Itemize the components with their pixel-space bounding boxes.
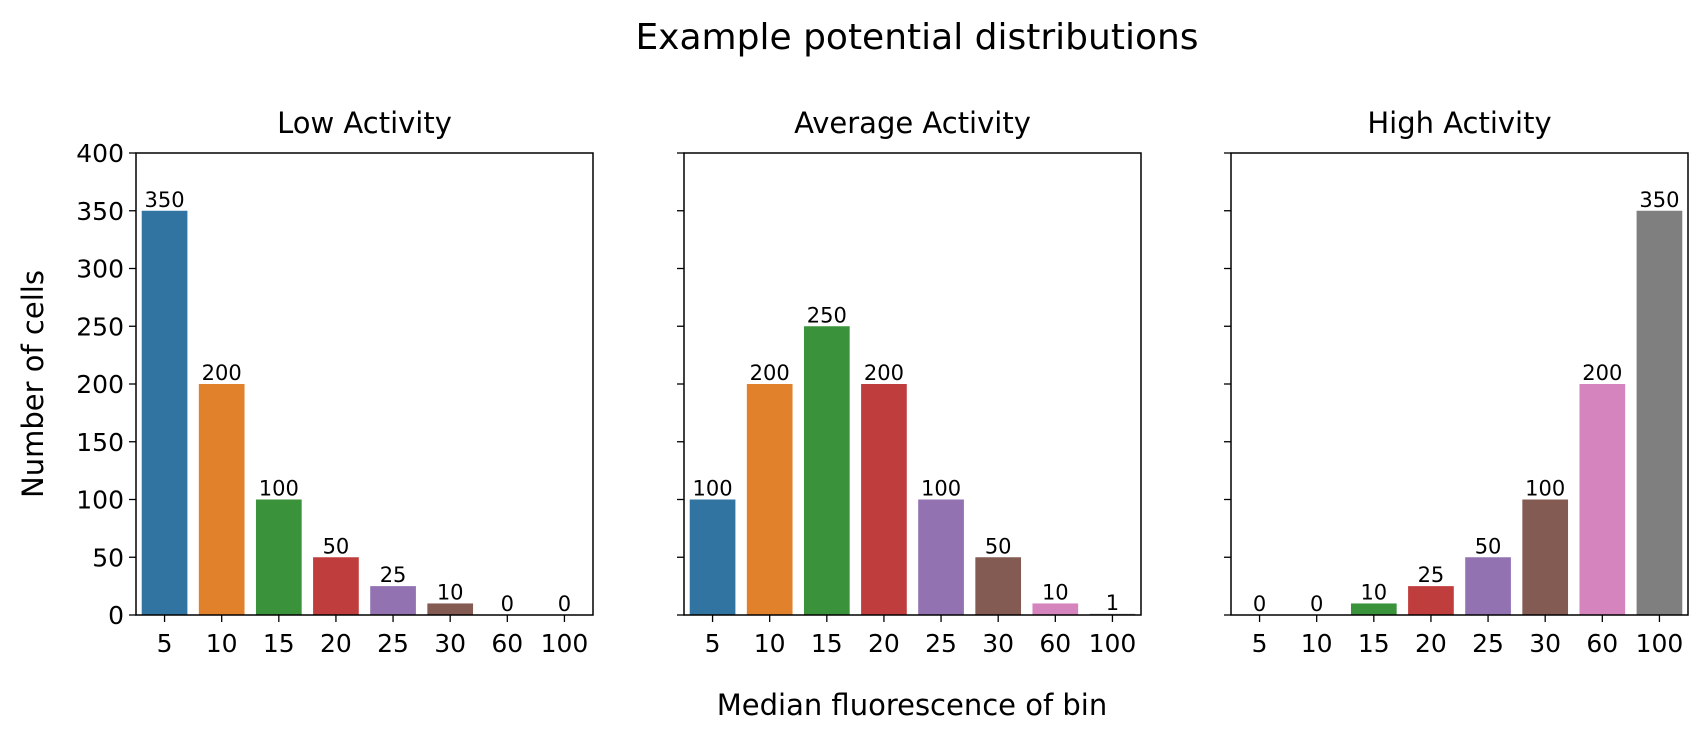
chart-panel-3: High Activity050101015252050251003020060… (1224, 106, 1689, 658)
bar-60 (1579, 384, 1626, 615)
x-tick-label: 10 (206, 629, 238, 658)
x-tick-label: 15 (1358, 629, 1390, 658)
data-label: 350 (1639, 188, 1679, 212)
y-tick-label: 150 (76, 428, 124, 457)
y-tick-label: 250 (76, 312, 124, 341)
x-tick-label: 100 (1636, 629, 1684, 658)
chart-panel-1: Low Activity3505200101001550202525103006… (76, 106, 594, 658)
y-tick-label: 400 (76, 139, 124, 168)
data-label: 0 (558, 592, 571, 616)
data-label: 0 (1310, 592, 1323, 616)
data-label: 50 (1475, 534, 1502, 558)
bar-10 (746, 384, 793, 615)
data-label: 1 (1106, 591, 1119, 615)
data-label: 100 (259, 477, 299, 501)
bar-30 (427, 603, 474, 615)
bar-5 (141, 210, 188, 615)
panel-title: Average Activity (794, 106, 1031, 140)
panel-title: High Activity (1367, 106, 1551, 140)
x-tick-label: 20 (320, 629, 352, 658)
x-tick-label: 10 (754, 629, 786, 658)
x-tick-label: 10 (1301, 629, 1333, 658)
bar-30 (1522, 499, 1569, 615)
axes-frame (1230, 152, 1689, 616)
bar-25 (918, 499, 964, 615)
y-tick-label: 200 (76, 370, 124, 399)
bar-60 (1032, 603, 1079, 615)
x-tick-label: 15 (263, 629, 295, 658)
x-tick-label: 100 (1089, 629, 1137, 658)
figure-title: Example potential distributions (635, 17, 1198, 58)
x-axis-label: Median fluorescence of bin (717, 688, 1108, 722)
x-tick-label: 30 (982, 629, 1014, 658)
bar-10 (198, 384, 245, 615)
x-tick-label: 25 (377, 629, 409, 658)
bar-100 (1636, 210, 1683, 615)
data-label: 350 (145, 188, 185, 212)
bar-15 (1350, 603, 1397, 615)
axes-frame (135, 152, 594, 616)
data-label: 250 (807, 303, 847, 327)
bar-25 (1465, 557, 1511, 615)
data-label: 0 (501, 592, 514, 616)
chart-panels: Low Activity3505200101001550202525103006… (76, 106, 1689, 658)
x-tick-label: 5 (157, 629, 173, 658)
x-tick-label: 60 (491, 629, 523, 658)
data-label: 10 (437, 580, 464, 604)
data-label: 25 (1418, 563, 1445, 587)
chart-panel-2: Average Activity 100 5 200 10 250 15 200 20 100 25… (677, 106, 1142, 658)
bar-20 (861, 384, 907, 615)
x-tick-label: 60 (1586, 629, 1618, 658)
data-label: 200 (864, 361, 904, 385)
data-label: 100 (1525, 477, 1565, 501)
bar-25 (370, 586, 416, 615)
y-axis-label: Number of cells (16, 270, 50, 498)
data-label: 10 (1360, 580, 1387, 604)
y-tick-label: 100 (76, 486, 124, 515)
x-tick-label: 30 (434, 629, 466, 658)
y-tick-label: 300 (76, 255, 124, 284)
data-label: 200 (202, 361, 242, 385)
x-tick-label: 25 (1472, 629, 1504, 658)
data-label: 25 (380, 563, 407, 587)
x-tick-label: 100 (541, 629, 589, 658)
data-label: 200 (1582, 361, 1622, 385)
data-label: 10 (1042, 580, 1069, 604)
data-label: 100 (693, 477, 733, 501)
x-tick-label: 20 (1415, 629, 1447, 658)
data-label: 100 (921, 477, 961, 501)
x-tick-label: 15 (811, 629, 843, 658)
bar-30 (975, 557, 1022, 615)
x-tick-label: 60 (1039, 629, 1071, 658)
y-tick-label: 0 (108, 601, 124, 630)
data-label: 0 (1253, 592, 1266, 616)
x-tick-label: 5 (1252, 629, 1268, 658)
y-tick-label: 50 (92, 543, 124, 572)
data-label: 50 (985, 534, 1012, 558)
axes-frame (683, 152, 1142, 616)
x-tick-label: 5 (705, 629, 721, 658)
panel-title: Low Activity (277, 106, 452, 140)
bar-15 (803, 326, 850, 615)
y-tick-label: 350 (76, 197, 124, 226)
bar-5 (689, 499, 736, 615)
x-tick-label: 30 (1529, 629, 1561, 658)
data-label: 50 (323, 534, 350, 558)
data-label: 200 (750, 361, 790, 385)
x-tick-label: 25 (925, 629, 957, 658)
x-tick-label: 20 (868, 629, 900, 658)
bar-20 (313, 557, 359, 615)
bar-20 (1408, 586, 1454, 615)
bar-15 (255, 499, 302, 615)
